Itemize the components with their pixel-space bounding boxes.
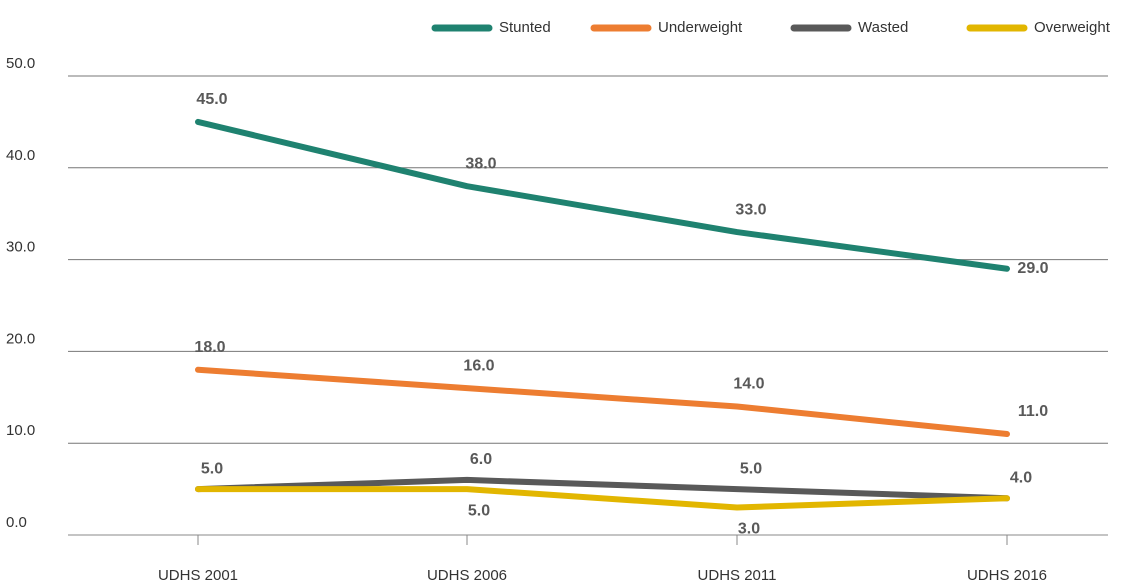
- legend-label: Overweight: [1034, 19, 1111, 36]
- x-tick-label: UDHS 2006: [427, 567, 507, 584]
- legend-label: Underweight: [658, 19, 743, 36]
- data-label: 4.0: [1010, 469, 1032, 486]
- data-label: 5.0: [740, 460, 762, 477]
- x-tick-label: UDHS 2016: [967, 567, 1047, 584]
- data-label: 14.0: [733, 376, 764, 393]
- x-tick-label: UDHS 2001: [158, 567, 238, 584]
- data-label: 11.0: [1018, 403, 1048, 420]
- y-tick-label: 40.0: [6, 147, 35, 164]
- data-label: 29.0: [1017, 260, 1048, 277]
- data-label: 5.0: [201, 460, 223, 477]
- series-line: [195, 486, 1010, 511]
- y-tick-label: 20.0: [6, 330, 35, 347]
- data-label: 45.0: [196, 91, 227, 108]
- data-label: 18.0: [194, 339, 225, 356]
- y-tick-label: 10.0: [6, 422, 35, 439]
- series-line: [195, 366, 1010, 438]
- data-label: 3.0: [738, 521, 760, 538]
- data-label: 6.0: [470, 451, 492, 468]
- y-tick-label: 50.0: [6, 55, 35, 72]
- data-label: 16.0: [463, 357, 494, 374]
- legend-label: Wasted: [858, 19, 908, 36]
- y-tick-label: 0.0: [6, 514, 27, 531]
- series-line: [195, 476, 1010, 502]
- y-tick-label: 30.0: [6, 239, 35, 256]
- x-tick-label: UDHS 2011: [698, 567, 777, 584]
- data-label: 38.0: [465, 155, 496, 172]
- data-label: 5.0: [468, 502, 490, 519]
- data-label: 33.0: [735, 201, 766, 218]
- series-line: [195, 118, 1010, 272]
- legend-label: Stunted: [499, 19, 551, 36]
